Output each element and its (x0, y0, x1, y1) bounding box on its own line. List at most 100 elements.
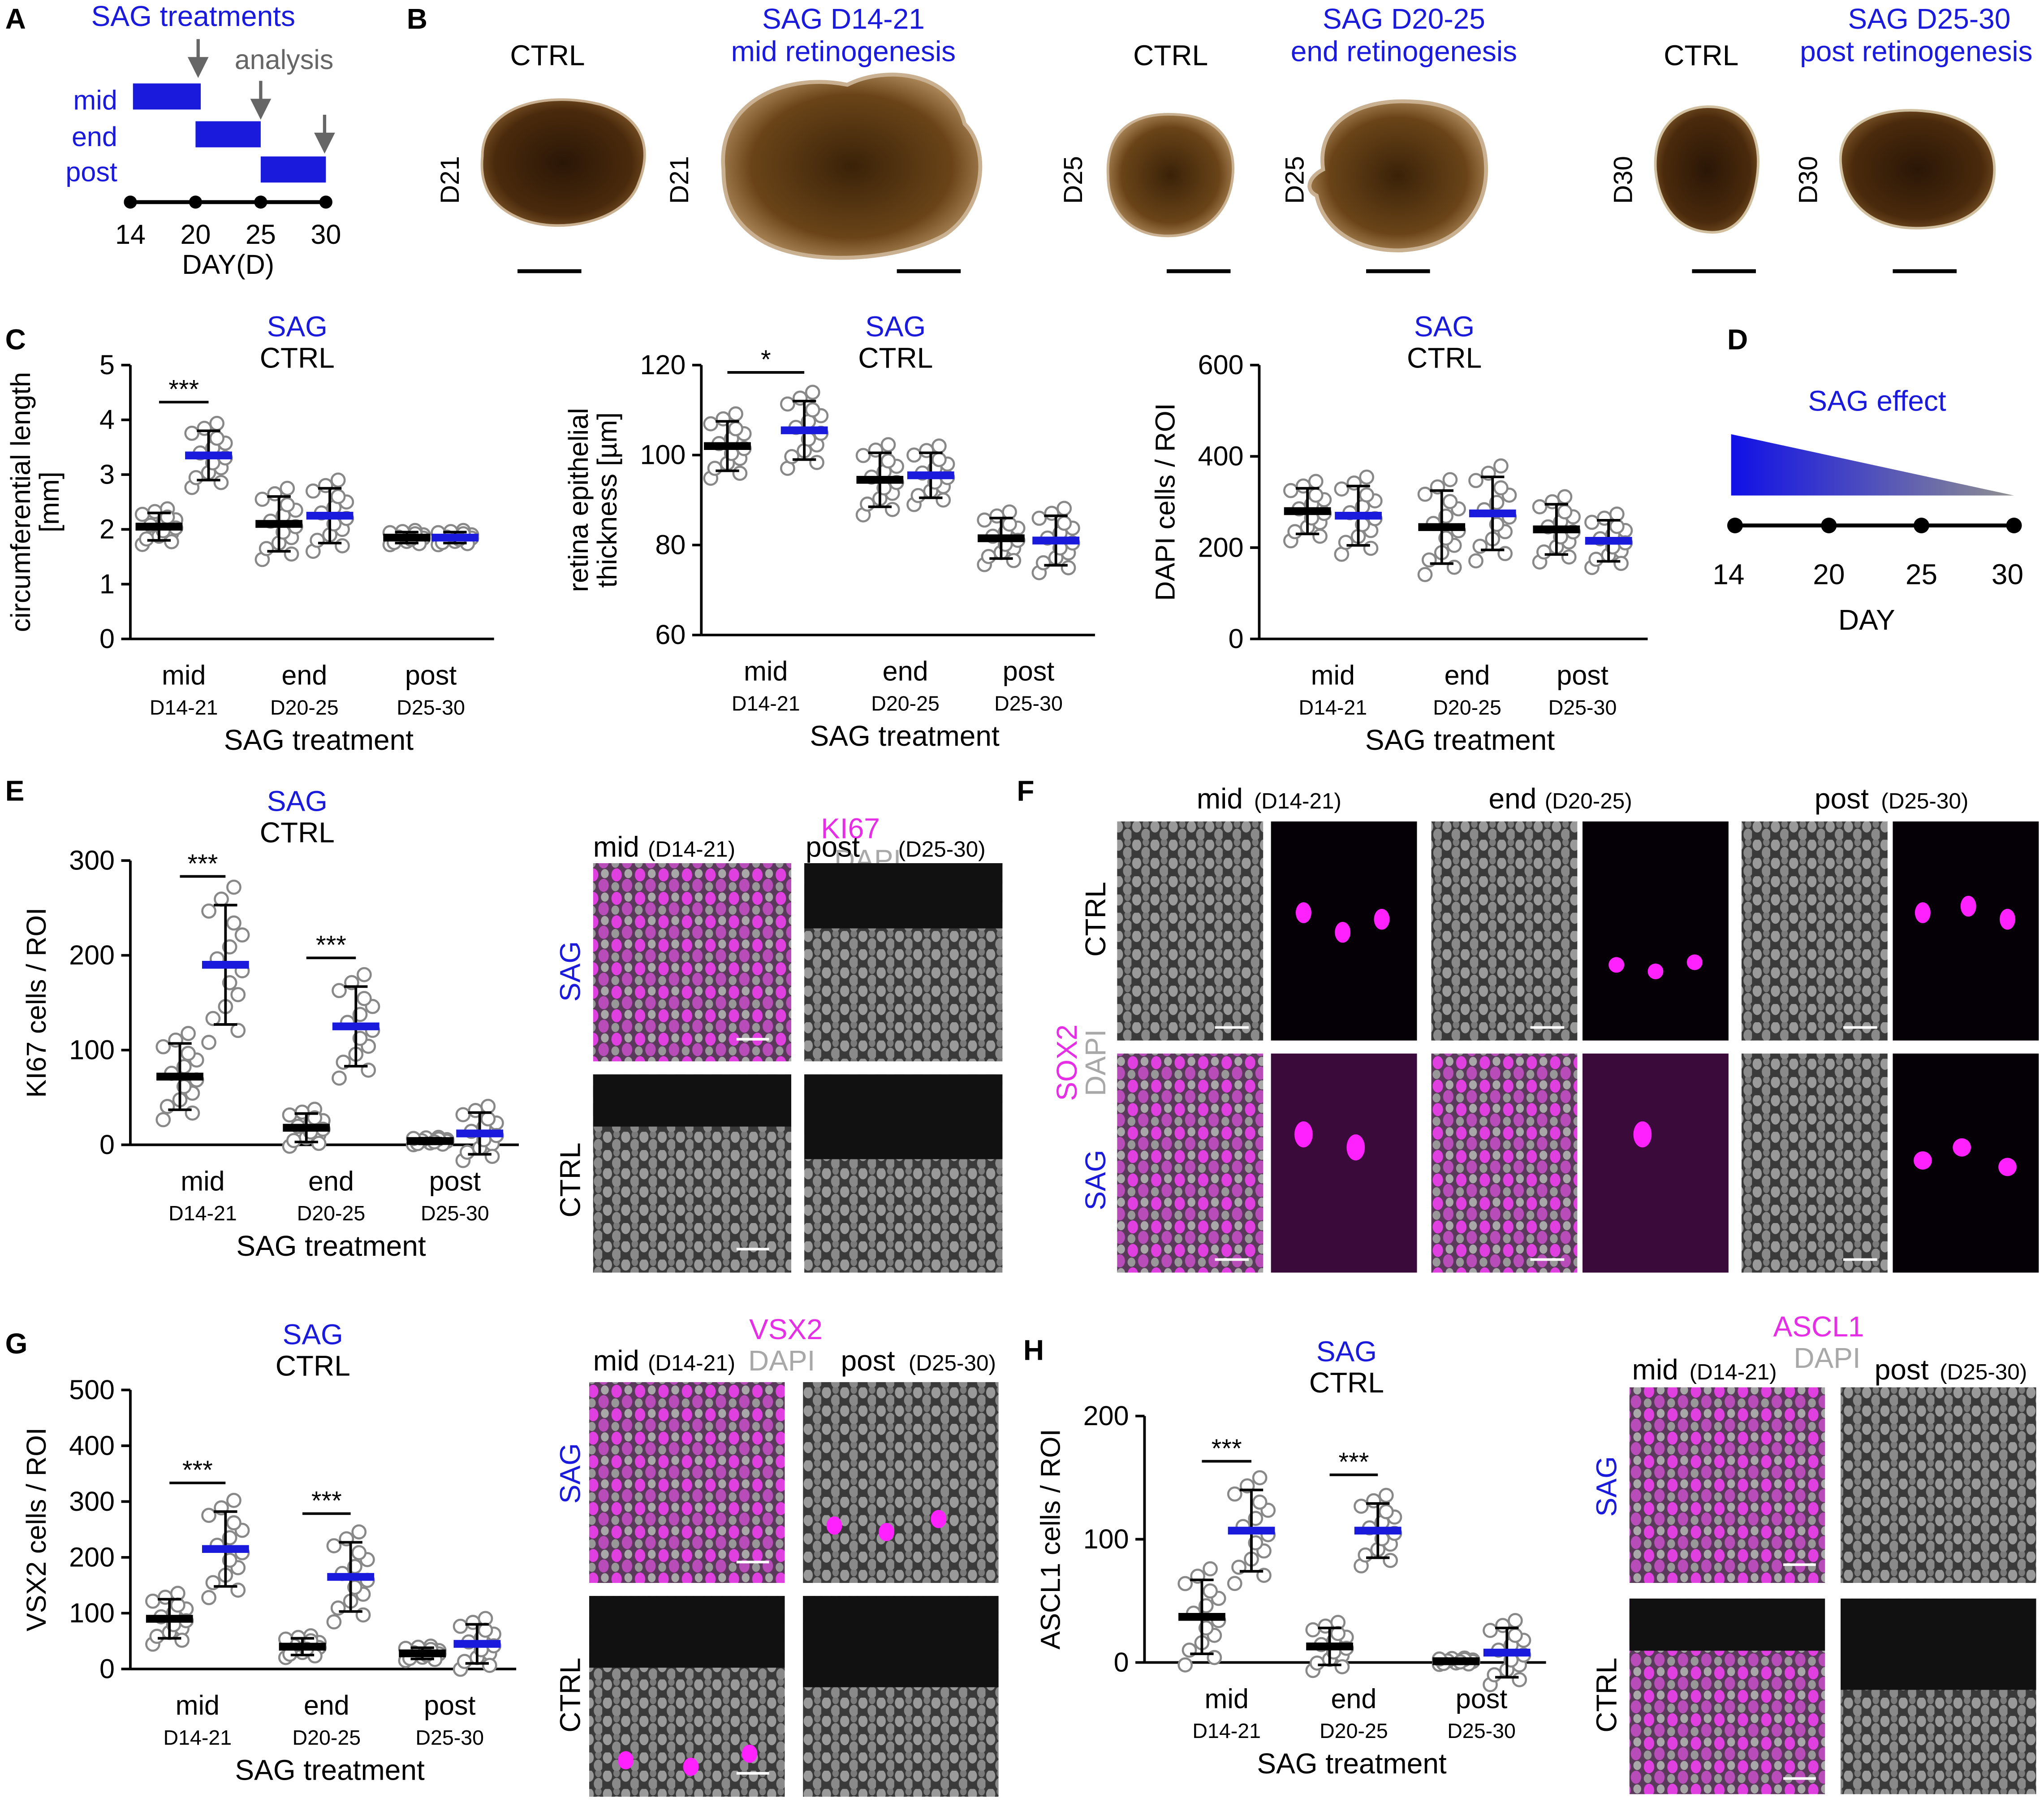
significance-label: *** (182, 1456, 213, 1485)
data-point (1532, 499, 1548, 514)
data-point (286, 1133, 302, 1148)
data-point (1252, 1470, 1268, 1486)
micrograph-sag-post (803, 1382, 999, 1583)
sag-label: SAG D14-21 (762, 3, 925, 35)
x-category-label: post (1557, 660, 1608, 690)
data-point (1308, 474, 1324, 489)
y-tick-label: 2 (99, 514, 115, 545)
micrograph-ctrl-post-merge (1741, 821, 1888, 1041)
day-label: D25 (1059, 156, 1088, 204)
y-tick-label: 120 (640, 350, 686, 380)
data-point (931, 452, 947, 467)
data-point (1308, 487, 1324, 503)
data-point (201, 1508, 216, 1523)
data-point (209, 415, 224, 431)
row-label-sag: SAG (554, 1443, 586, 1504)
col-label: mid (1197, 782, 1243, 815)
data-point (280, 497, 295, 513)
data-point (134, 506, 150, 522)
row-label-ctrl: CTRL (1591, 1658, 1623, 1733)
x-axis-label: SAG treatment (810, 720, 1000, 752)
x-category-label: mid (744, 656, 788, 687)
col-range: (D25-30) (898, 837, 986, 861)
col-label: post (806, 830, 860, 863)
data-point (1378, 1487, 1394, 1503)
micrograph-shade (1841, 1598, 2036, 1690)
y-tick-label: 1 (99, 569, 115, 599)
data-point (181, 1026, 196, 1041)
data-point (977, 512, 992, 528)
data-point (226, 1492, 241, 1508)
data-point (1483, 1623, 1498, 1638)
analysis-arrows (187, 39, 335, 154)
data-point (1312, 528, 1328, 544)
legend-ctrl: CTRL (260, 816, 335, 848)
x-axis-label: SAG treatment (1365, 724, 1555, 756)
timeline-tick: 30 (1992, 558, 2023, 590)
x-subcategory-label: D25-30 (994, 692, 1063, 715)
data-point (254, 492, 270, 507)
data-point (457, 1654, 472, 1669)
panel-b: B CTRL SAG D14-21 mid retinogenesis D21 … (407, 3, 2033, 273)
y-tick-label: 3 (99, 459, 115, 489)
data-point (209, 430, 224, 446)
x-subcategory-label: D20-25 (1320, 1719, 1388, 1742)
y-tick-label: 0 (99, 623, 115, 654)
panel-e-micrographs: E KI67 DAPI mid (D14-21) post (D25-30) S… (5, 774, 1003, 1273)
data-point (805, 402, 820, 418)
significance-label: *** (311, 1487, 342, 1516)
dapi-label: DAPI (748, 1344, 815, 1377)
data-point (482, 1658, 497, 1673)
data-point (1609, 506, 1625, 522)
data-point (174, 1633, 190, 1648)
data-point (201, 1590, 216, 1605)
x-subcategory-label: D20-25 (1433, 696, 1501, 719)
x-subcategory-label: D20-25 (270, 696, 339, 719)
data-point (453, 1618, 468, 1634)
data-point (351, 1524, 367, 1540)
data-point (181, 1046, 196, 1061)
sag-label: SAG D25-30 (1848, 3, 2010, 35)
data-point (1557, 504, 1573, 519)
x-category-label: end (1331, 1683, 1376, 1714)
data-point (455, 1107, 471, 1123)
organoid-image (1307, 99, 1488, 252)
x-subcategory-label: D25-30 (421, 1202, 489, 1225)
legend-sag: SAG (1316, 1335, 1377, 1367)
col-range: (D14-21) (648, 837, 735, 861)
timeline-dot (189, 195, 202, 209)
y-axis-label: circumferential length (5, 372, 36, 632)
data-point (1177, 1576, 1193, 1591)
significance-label: *** (1212, 1434, 1242, 1463)
data-point (1584, 514, 1600, 530)
y-tick-label: 100 (69, 1598, 115, 1628)
row-label-mid: mid (73, 85, 117, 115)
day-label: D25 (1280, 156, 1309, 204)
micrograph-sag-post (1841, 1387, 2036, 1583)
x-category-label: post (405, 660, 457, 690)
data-point (884, 501, 900, 517)
marker-label: VSX2 (749, 1313, 823, 1345)
legend-ctrl: CTRL (1407, 342, 1482, 374)
ctrl-label: CTRL (1664, 39, 1738, 71)
y-tick-label: 100 (69, 1034, 115, 1065)
panel-letter: H (1023, 1334, 1044, 1366)
organoid-image (480, 98, 646, 227)
legend-ctrl: CTRL (260, 342, 335, 374)
y-axis-label: thickness [µm] (592, 412, 622, 588)
x-category-label: post (1003, 656, 1054, 687)
data-point (780, 396, 795, 412)
data-point (332, 983, 347, 999)
y-tick-label: 400 (1198, 441, 1244, 471)
x-subcategory-label: D25-30 (1548, 696, 1617, 719)
x-axis-label: SAG treatment (1257, 1747, 1447, 1780)
legend-sag: SAG (267, 785, 328, 817)
data-point (259, 541, 274, 556)
data-point (282, 1107, 298, 1123)
data-point (1006, 553, 1022, 568)
panel-g-micrographs: G VSX2 DAPI mid (D14-21) post (D25-30) S… (5, 1313, 999, 1797)
panel-letter: F (1017, 774, 1034, 807)
y-tick-label: 80 (655, 529, 686, 560)
